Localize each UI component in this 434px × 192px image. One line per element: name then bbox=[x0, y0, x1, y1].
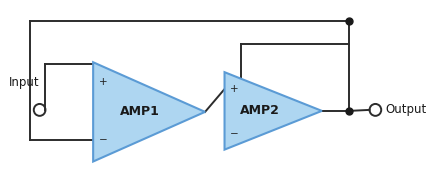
Text: +: + bbox=[99, 77, 107, 87]
Text: +: + bbox=[230, 84, 238, 94]
Text: Input: Input bbox=[8, 76, 39, 89]
Text: AMP2: AMP2 bbox=[239, 104, 279, 117]
Polygon shape bbox=[224, 72, 321, 150]
Text: −: − bbox=[230, 129, 238, 139]
Text: −: − bbox=[98, 135, 107, 145]
Polygon shape bbox=[93, 62, 204, 161]
Text: Output: Output bbox=[384, 103, 425, 116]
Text: AMP1: AMP1 bbox=[120, 105, 160, 118]
